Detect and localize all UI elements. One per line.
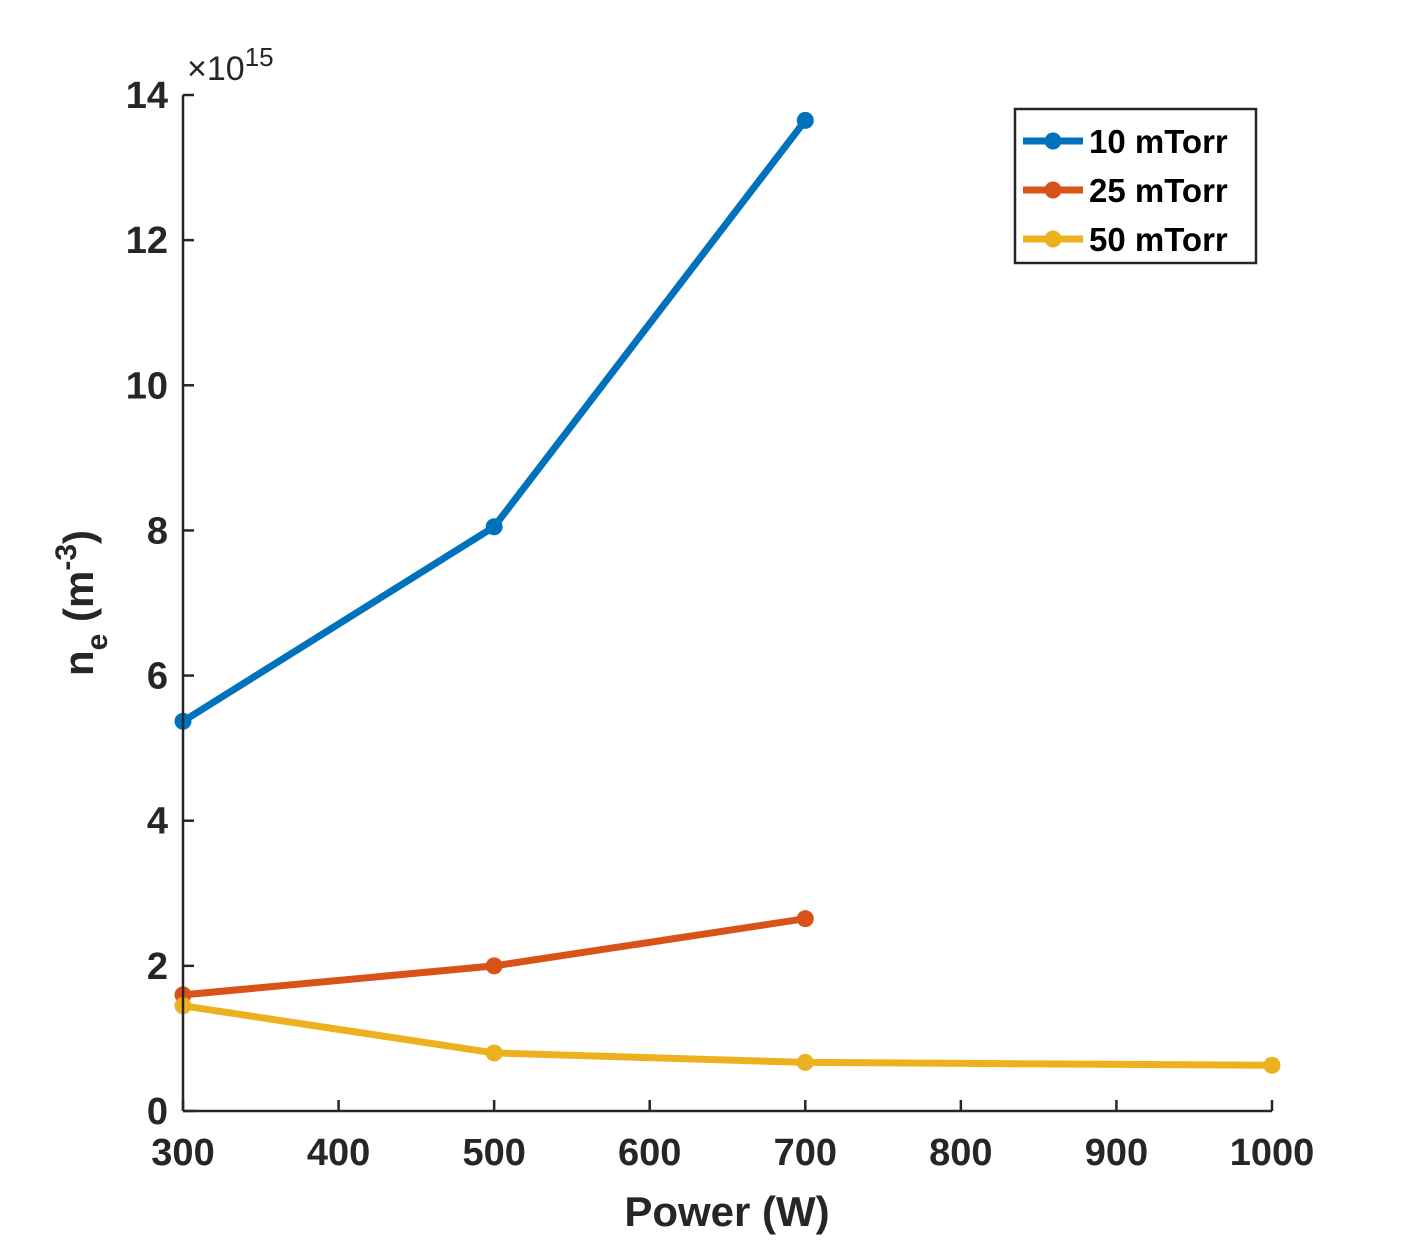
y-axis-title-sup: -3 (50, 544, 83, 571)
x-tick-label: 800 (929, 1132, 992, 1174)
x-tick-label: 300 (151, 1132, 214, 1174)
y-axis-title-open: (m (55, 571, 102, 634)
legend-marker (1044, 181, 1062, 199)
data-point (1263, 1056, 1281, 1074)
y-axis-title: ne (m-3) (50, 530, 114, 676)
y-axis-title-sub: e (81, 634, 114, 651)
data-point (485, 1044, 503, 1062)
series-line (182, 915, 806, 999)
x-tick-label: 1000 (1230, 1132, 1315, 1174)
series-2 (174, 997, 1281, 1074)
legend-label: 10 mTorr (1089, 123, 1228, 160)
data-point (796, 111, 814, 129)
x-tick-label: 500 (462, 1132, 525, 1174)
legend-marker (1044, 132, 1062, 150)
legend-label: 50 mTorr (1089, 221, 1228, 258)
y-axis-title-main: n (55, 650, 102, 676)
y-ticks: 0 2 4 6 8 10 12 14 (126, 75, 194, 1133)
x-ticks: 300 400 500 600 700 800 900 1000 (151, 1100, 1314, 1174)
x-tick-label: 700 (774, 1132, 837, 1174)
x-tick-label: 900 (1085, 1132, 1148, 1174)
x-tick-label: 400 (307, 1132, 370, 1174)
data-point (796, 910, 814, 928)
y-tick-label: 2 (147, 946, 168, 988)
y-tick-label: 0 (147, 1091, 168, 1133)
series-line (182, 1002, 1273, 1069)
y-tick-label: 10 (126, 365, 168, 407)
legend: 10 mTorr 25 mTorr 50 mTorr (1013, 107, 1258, 265)
y-tick-label: 14 (126, 75, 168, 117)
y-tick-label: 8 (147, 510, 168, 552)
series-layer (174, 111, 1281, 1074)
y-tick-label: 4 (147, 801, 168, 843)
y-axis-title-close: ) (55, 530, 102, 544)
legend-marker (1044, 230, 1062, 248)
series-line (181, 118, 809, 725)
y-axis-exponent: ×1015 (187, 42, 274, 88)
y-tick-label: 6 (147, 656, 168, 698)
data-point (796, 1053, 814, 1071)
x-axis-title: Power (W) (624, 1188, 829, 1235)
series-1 (174, 910, 814, 1004)
data-point (485, 957, 503, 975)
axes (181, 95, 1272, 1113)
y-tick-label: 12 (126, 220, 168, 262)
data-point (485, 518, 503, 536)
x-tick-label: 600 (618, 1132, 681, 1174)
series-0 (174, 111, 814, 730)
legend-label: 25 mTorr (1089, 172, 1228, 209)
